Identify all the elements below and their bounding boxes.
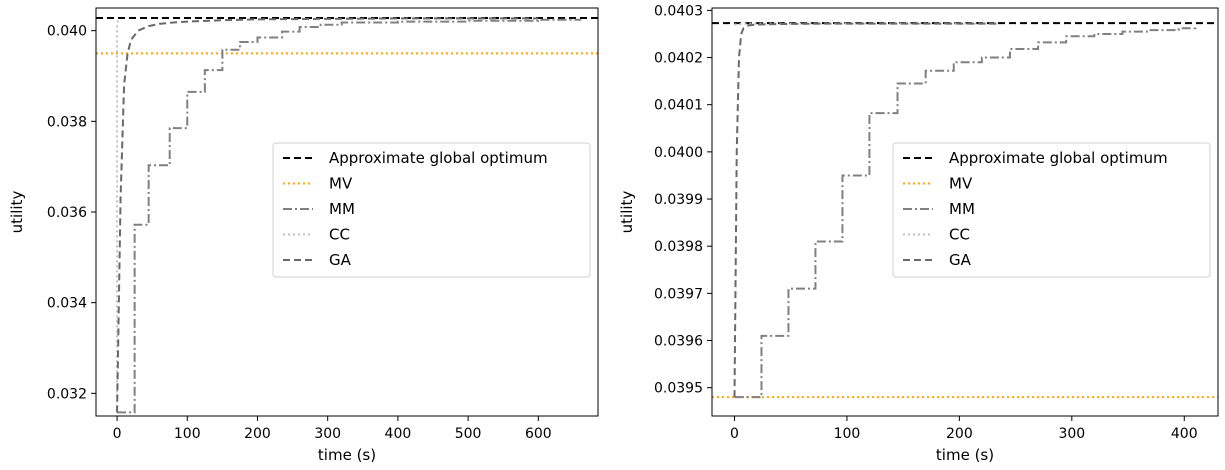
legend-label: MV [329,175,353,193]
y-tick-label: 0.0397 [654,286,703,302]
x-axis-label: time (s) [936,446,994,464]
x-tick-label: 0 [113,426,122,442]
legend-box [272,142,591,278]
legend: Approximate global optimum MV MM CC GA [892,142,1211,278]
y-tick-label: 0.040 [47,24,87,40]
x-tick-label: 400 [385,426,412,442]
legend-label: CC [329,226,350,244]
legend-label: MV [949,175,973,193]
x-tick-label: 300 [314,426,341,442]
y-tick-label: 0.0395 [654,381,703,397]
x-tick-label: 100 [834,426,861,442]
x-tick-label: 300 [1058,426,1085,442]
legend-label: CC [949,226,970,244]
x-tick-label: 0 [730,426,739,442]
x-tick-label: 500 [455,426,482,442]
y-tick-label: 0.0403 [654,3,703,19]
y-tick-label: 0.036 [47,205,87,221]
chart-2: 0 100 200 300 400 0.0395 0.0396 0.0397 0.0398 0.0… [618,3,1219,464]
y-tick-label: 0.0402 [654,51,703,67]
y-tick-label: 0.0396 [654,334,703,350]
series-line-mm [734,26,1197,399]
y-tick-label: 0.0398 [654,239,703,255]
legend-label: GA [329,251,352,269]
series-line-mm [117,18,582,414]
y-tick-label: 0.038 [47,114,87,130]
x-tick-label: 100 [174,426,201,442]
series-line-cc [116,17,121,413]
series-group [96,16,598,414]
y-tick-label: 0.034 [47,296,87,312]
chart-1: 0 100 200 300 400 500 600 0.032 0.034 0.036 0.038 0… [8,7,599,464]
plot-frame [711,7,1219,417]
x-tick-label: 400 [1171,426,1198,442]
x-tick-label: 600 [525,426,552,442]
legend-label: Approximate global optimum [329,149,548,167]
x-tick-label: 200 [946,426,973,442]
y-tick-label: 0.032 [47,386,87,402]
x-axis-label: time (s) [318,446,376,464]
y-tick-label: 0.0400 [654,145,703,161]
x-tick-label: 200 [244,426,271,442]
legend-box [892,142,1211,278]
legend-label: Approximate global optimum [949,149,1168,167]
y-axis-label: utility [618,191,636,234]
series-line-ga [733,22,999,398]
series-line-ga [116,17,539,413]
legend-label: MM [329,200,355,218]
y-tick-label: 0.0399 [654,192,703,208]
series-line-cc [734,22,999,26]
legend-label: GA [949,251,972,269]
legend: Approximate global optimum MV MM CC GA [272,142,591,278]
y-axis-label: utility [8,191,26,234]
y-tick-label: 0.0401 [654,98,703,114]
series-group [712,22,1218,399]
legend-label: MM [949,200,975,218]
